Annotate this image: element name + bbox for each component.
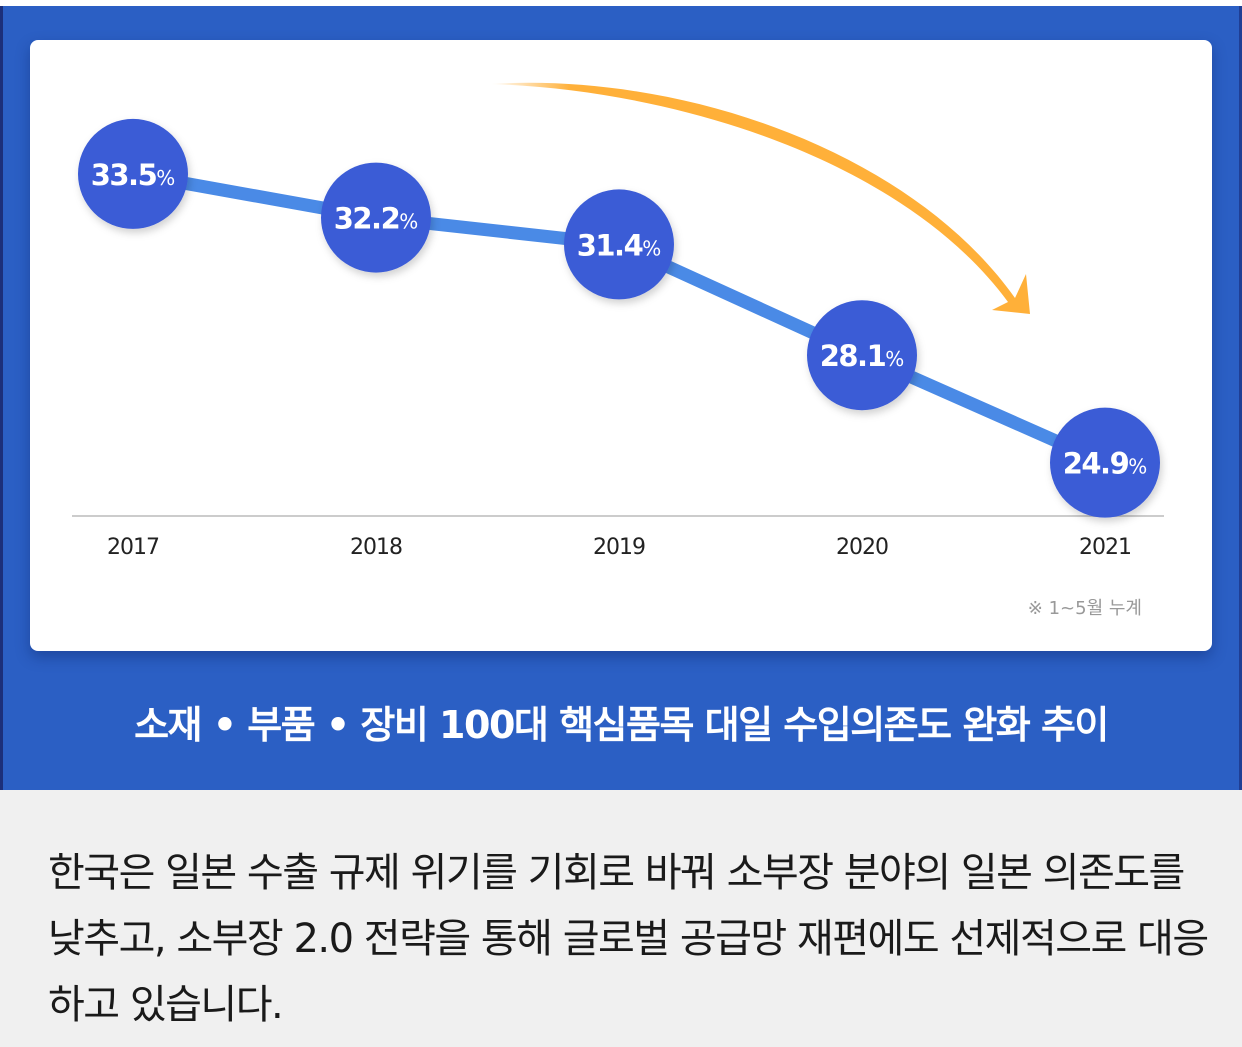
data-marker [807, 300, 917, 411]
data-label: 33.5% [91, 158, 176, 192]
x-tick-label: 2018 [350, 535, 402, 560]
data-marker [564, 189, 674, 300]
x-tick-label: 2021 [1079, 535, 1131, 560]
x-tick-label: 2020 [836, 535, 888, 560]
article-paragraph: 한국은 일본 수출 규제 위기를 기회로 바꿔 소부장 분야의 일본 의존도를 … [48, 850, 1209, 1028]
data-label: 31.4% [577, 228, 662, 262]
data-label: 24.9% [1063, 447, 1148, 481]
data-point-2017: 33.5% [78, 118, 188, 229]
data-point-2018: 32.2% [321, 162, 431, 273]
data-point-2021: 24.9% [1050, 407, 1160, 518]
chart-caption: 소재 • 부품 • 장비 100대 핵심품목 대일 수입의존도 완화 추이 [134, 703, 1109, 747]
top-strip [0, 0, 1242, 6]
data-point-2019: 31.4% [564, 189, 674, 300]
trend-arrow-icon [490, 82, 1030, 314]
data-marker [78, 118, 188, 229]
note-text: ※ 1~5월 누계 [1028, 598, 1142, 619]
chart-card: 33.5% 32.2% 31.4% 28.1% 24.9% 2017 2018 2019 20… [30, 40, 1212, 651]
x-tick-label: 2017 [107, 535, 159, 560]
data-marker [1050, 407, 1160, 518]
infographic-panel: 33.5% 32.2% 31.4% 28.1% 24.9% 2017 2018 2019 20… [0, 6, 1242, 790]
data-point-2020: 28.1% [807, 300, 917, 411]
data-label: 28.1% [820, 339, 905, 373]
line-chart: 33.5% 32.2% 31.4% 28.1% 24.9% 2017 2018 2019 20… [72, 82, 1164, 619]
data-marker [321, 162, 431, 273]
x-tick-label: 2019 [593, 535, 645, 560]
data-label: 32.2% [334, 202, 419, 236]
